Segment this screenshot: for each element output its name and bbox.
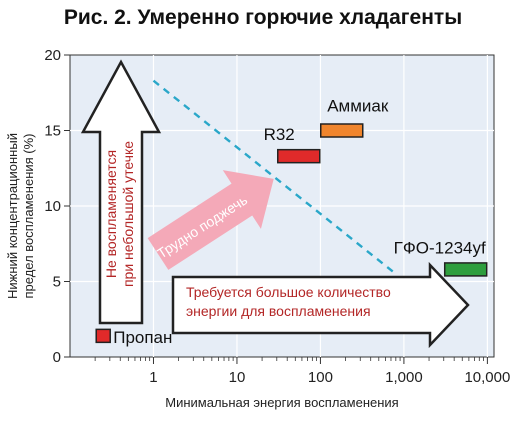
marker-ГФО-1234yf xyxy=(443,262,488,277)
marker-Аммиак xyxy=(319,123,364,138)
point-label: ГФО-1234yf xyxy=(394,238,486,257)
data-layer: Пропан R32 Аммиак ГФО-1234yf xyxy=(95,97,488,347)
chart-title: Рис. 2. Умеренно горючие хладагенты xyxy=(63,6,463,29)
y-tick-label: 15 xyxy=(44,123,61,140)
point-label: R32 xyxy=(264,125,295,144)
horizontal-arrow-text-line-2: энергии для воспламенения xyxy=(186,303,371,319)
horizontal-arrow-text-line-1: Требуется большое количество xyxy=(186,284,391,300)
vertical-arrow-text-line-1: Не воспламеняется xyxy=(103,150,119,278)
x-tick-label: 10,000 xyxy=(464,369,510,386)
x-tick-label: 10 xyxy=(229,369,246,386)
x-axis-label: Минимальная энергия воспламенения xyxy=(165,395,398,410)
y-tick-label: 5 xyxy=(53,274,61,291)
point-label: Пропан xyxy=(113,328,172,347)
point-label: Аммиак xyxy=(327,97,389,116)
vertical-arrow xyxy=(80,59,162,325)
x-tick-label: 1,000 xyxy=(385,369,423,386)
y-tick-label: 10 xyxy=(44,198,61,215)
diagonal-arrow-shape xyxy=(147,170,274,270)
marker-Пропан xyxy=(95,328,111,344)
y-axis-label-line-2: предел воспламенения (%) xyxy=(21,133,36,298)
x-tick-label: 100 xyxy=(308,369,333,386)
axis-layer: 0 5 10 15 20 1 10 100 1,000 10,000 xyxy=(44,47,510,386)
y-tick-label: 0 xyxy=(53,349,61,366)
y-axis-label-line-1: Нижний концентрационный xyxy=(5,133,20,299)
horizontal-arrow xyxy=(171,261,470,349)
y-axis-label: Нижний концентрационный предел воспламен… xyxy=(5,133,36,299)
x-tick-label: 1 xyxy=(149,369,157,386)
marker-R32 xyxy=(277,148,321,164)
annotation-layer: Не воспламеняется при небольшой утечке Тру… xyxy=(80,59,470,349)
y-tick-label: 20 xyxy=(44,47,61,64)
vertical-arrow-text-line-2: при небольшой утечке xyxy=(120,141,136,287)
